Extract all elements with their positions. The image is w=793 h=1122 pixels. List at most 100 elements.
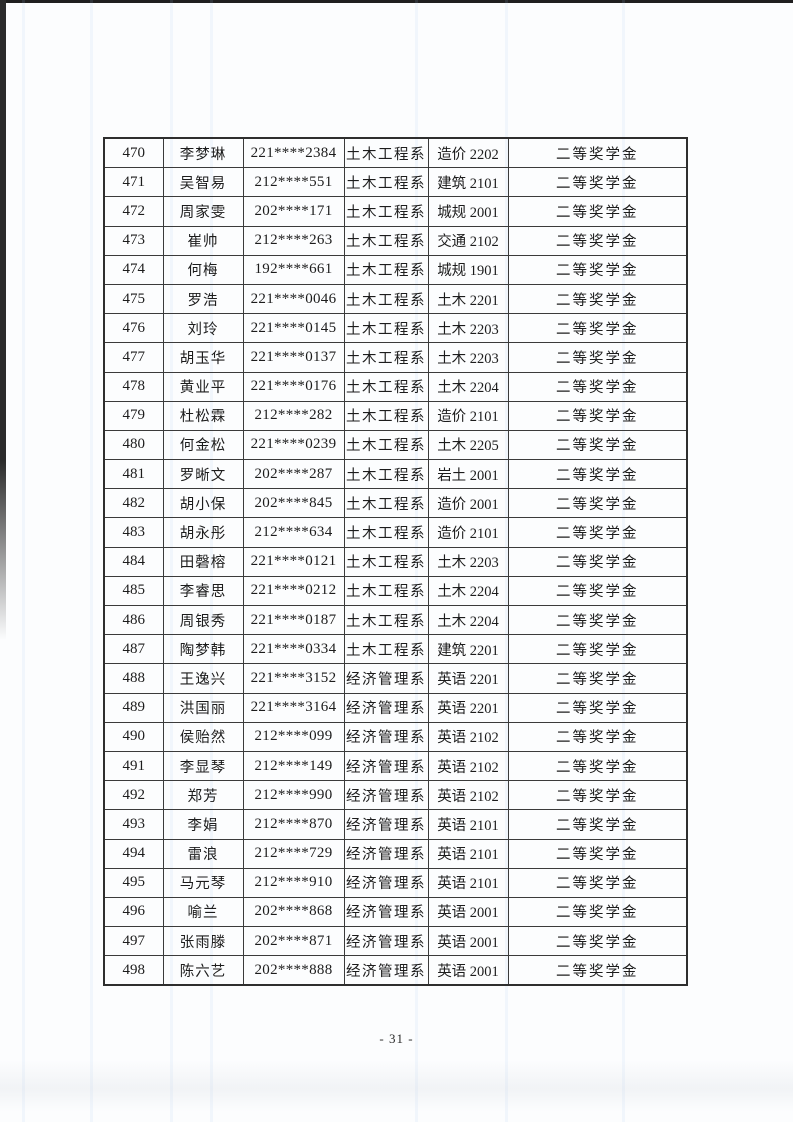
cell-student-id: 212****149 — [242, 750, 345, 782]
cell-class: 英语 2102 — [427, 721, 509, 752]
cell-award: 二等奖学金 — [507, 663, 688, 694]
cell-award: 二等奖学金 — [507, 517, 688, 548]
cell-student-id: 212****634 — [242, 517, 345, 548]
cell-award: 二等奖学金 — [507, 546, 688, 577]
cell-department: 经济管理系 — [343, 692, 429, 723]
table-row: 483 胡永彤 212****634 土木工程系 造价 2101 二等奖学金 — [103, 517, 688, 548]
cell-award: 二等奖学金 — [507, 371, 688, 402]
cell-department: 土木工程系 — [343, 634, 429, 665]
cell-class: 英语 2201 — [427, 692, 509, 723]
cell-department: 土木工程系 — [343, 604, 429, 636]
table-row: 491 李显琴 212****149 经济管理系 英语 2102 二等奖学金 — [103, 750, 688, 782]
scan-shadow-band — [0, 1060, 793, 1112]
cell-department: 土木工程系 — [343, 459, 429, 490]
cell-department: 经济管理系 — [343, 721, 429, 752]
cell-class: 英语 2001 — [427, 896, 509, 928]
cell-serial-number: 482 — [103, 488, 164, 519]
cell-award: 二等奖学金 — [507, 809, 688, 840]
cell-student-id: 212****263 — [242, 225, 345, 256]
cell-department: 土木工程系 — [343, 517, 429, 548]
cell-award: 二等奖学金 — [507, 721, 688, 752]
table-row: 484 田磬榕 221****0121 土木工程系 土木 2203 二等奖学金 — [103, 546, 688, 577]
page-number: - 31 - — [379, 1031, 414, 1046]
cell-department: 土木工程系 — [343, 400, 429, 431]
cell-department: 土木工程系 — [343, 313, 429, 344]
cell-serial-number: 478 — [103, 371, 164, 402]
scholarship-table-body: 470 李梦琳 221****2384 土木工程系 造价 2202 二等奖学金 … — [103, 137, 688, 986]
cell-class: 英语 2102 — [427, 780, 509, 811]
cell-department: 土木工程系 — [343, 225, 429, 256]
cell-award: 二等奖学金 — [507, 400, 688, 431]
cell-student-name: 雷浪 — [162, 838, 244, 869]
table-row: 492 郑芳 212****990 经济管理系 英语 2102 二等奖学金 — [103, 780, 688, 811]
cell-award: 二等奖学金 — [507, 867, 688, 898]
cell-student-name: 崔帅 — [162, 225, 244, 256]
cell-class: 岩土 2001 — [427, 459, 509, 490]
table-row: 479 杜松霖 212****282 土木工程系 造价 2101 二等奖学金 — [103, 400, 688, 431]
cell-serial-number: 484 — [103, 546, 164, 577]
cell-award: 二等奖学金 — [507, 167, 688, 198]
cell-award: 二等奖学金 — [507, 780, 688, 811]
cell-award: 二等奖学金 — [507, 429, 688, 461]
cell-student-id: 221****0121 — [242, 546, 345, 577]
cell-serial-number: 497 — [103, 926, 164, 957]
cell-award: 二等奖学金 — [507, 838, 688, 869]
table-row: 489 洪国丽 221****3164 经济管理系 英语 2201 二等奖学金 — [103, 692, 688, 723]
cell-class: 土木 2204 — [427, 371, 509, 402]
cell-award: 二等奖学金 — [507, 955, 688, 986]
table-row: 490 侯贻然 212****099 经济管理系 英语 2102 二等奖学金 — [103, 721, 688, 752]
cell-student-name: 李娟 — [162, 809, 244, 840]
cell-class: 城规 1901 — [427, 254, 509, 285]
cell-department: 土木工程系 — [343, 429, 429, 461]
cell-student-id: 221****3164 — [242, 692, 345, 723]
table-row: 497 张雨滕 202****871 经济管理系 英语 2001 二等奖学金 — [103, 926, 688, 957]
cell-student-name: 黄业平 — [162, 371, 244, 402]
table-row: 488 王逸兴 221****3152 经济管理系 英语 2201 二等奖学金 — [103, 663, 688, 694]
cell-award: 二等奖学金 — [507, 254, 688, 285]
cell-serial-number: 479 — [103, 400, 164, 431]
cell-department: 土木工程系 — [343, 196, 429, 227]
cell-student-name: 李睿思 — [162, 575, 244, 607]
cell-class: 交通 2102 — [427, 225, 509, 256]
cell-award: 二等奖学金 — [507, 488, 688, 519]
cell-class: 土木 2204 — [427, 604, 509, 636]
cell-student-id: 202****871 — [242, 926, 345, 957]
table-row: 485 李睿思 221****0212 土木工程系 土木 2204 二等奖学金 — [103, 575, 688, 607]
cell-student-id: 202****868 — [242, 896, 345, 928]
cell-award: 二等奖学金 — [507, 196, 688, 227]
cell-class: 造价 2101 — [427, 517, 509, 548]
cell-student-name: 周家雯 — [162, 196, 244, 227]
cell-award: 二等奖学金 — [507, 896, 688, 928]
cell-student-id: 202****888 — [242, 955, 345, 986]
scholarship-table: 470 李梦琳 221****2384 土木工程系 造价 2202 二等奖学金 … — [103, 137, 688, 987]
scan-streak — [22, 0, 25, 1122]
cell-student-id: 221****0145 — [242, 313, 345, 344]
cell-student-name: 刘玲 — [162, 313, 244, 344]
cell-department: 土木工程系 — [343, 488, 429, 519]
cell-serial-number: 490 — [103, 721, 164, 752]
cell-serial-number: 486 — [103, 604, 164, 636]
cell-class: 土木 2204 — [427, 575, 509, 607]
cell-department: 土木工程系 — [343, 283, 429, 315]
cell-serial-number: 475 — [103, 283, 164, 315]
cell-serial-number: 491 — [103, 750, 164, 782]
cell-serial-number: 489 — [103, 692, 164, 723]
scan-edge-top — [0, 0, 793, 3]
cell-student-id: 212****551 — [242, 167, 345, 198]
cell-department: 经济管理系 — [343, 780, 429, 811]
cell-student-name: 陈六艺 — [162, 955, 244, 986]
cell-student-id: 221****0187 — [242, 604, 345, 636]
cell-student-id: 221****0176 — [242, 371, 345, 402]
cell-serial-number: 487 — [103, 634, 164, 665]
cell-department: 经济管理系 — [343, 867, 429, 898]
cell-serial-number: 495 — [103, 867, 164, 898]
cell-class: 城规 2001 — [427, 196, 509, 227]
scan-streak — [90, 0, 93, 1122]
table-row: 486 周银秀 221****0187 土木工程系 土木 2204 二等奖学金 — [103, 604, 688, 636]
cell-department: 经济管理系 — [343, 896, 429, 928]
cell-student-id: 212****870 — [242, 809, 345, 840]
cell-class: 英语 2201 — [427, 663, 509, 694]
cell-student-name: 喻兰 — [162, 896, 244, 928]
cell-class: 土木 2203 — [427, 546, 509, 577]
